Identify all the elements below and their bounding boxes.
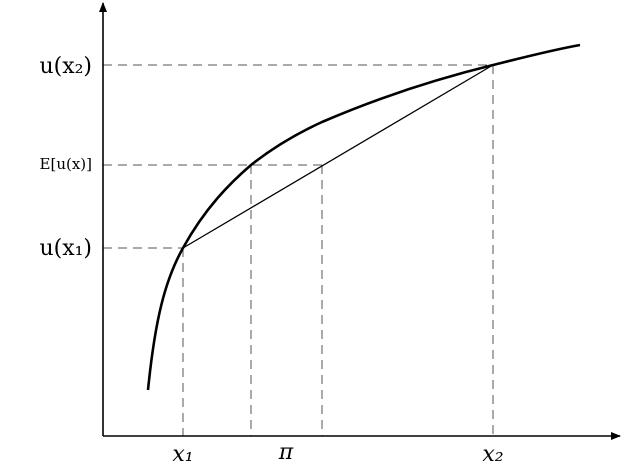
guides: [103, 64, 494, 436]
x-label: x₁: [172, 442, 193, 467]
utility-curve: [146, 43, 581, 391]
y-label: u(x₁): [39, 236, 92, 261]
y-label: u(x₂): [39, 54, 92, 79]
x-label: π: [278, 440, 294, 465]
y-label: E[u(x)]: [40, 155, 92, 173]
chord: [182, 64, 494, 249]
x-label: x₂: [482, 442, 503, 467]
